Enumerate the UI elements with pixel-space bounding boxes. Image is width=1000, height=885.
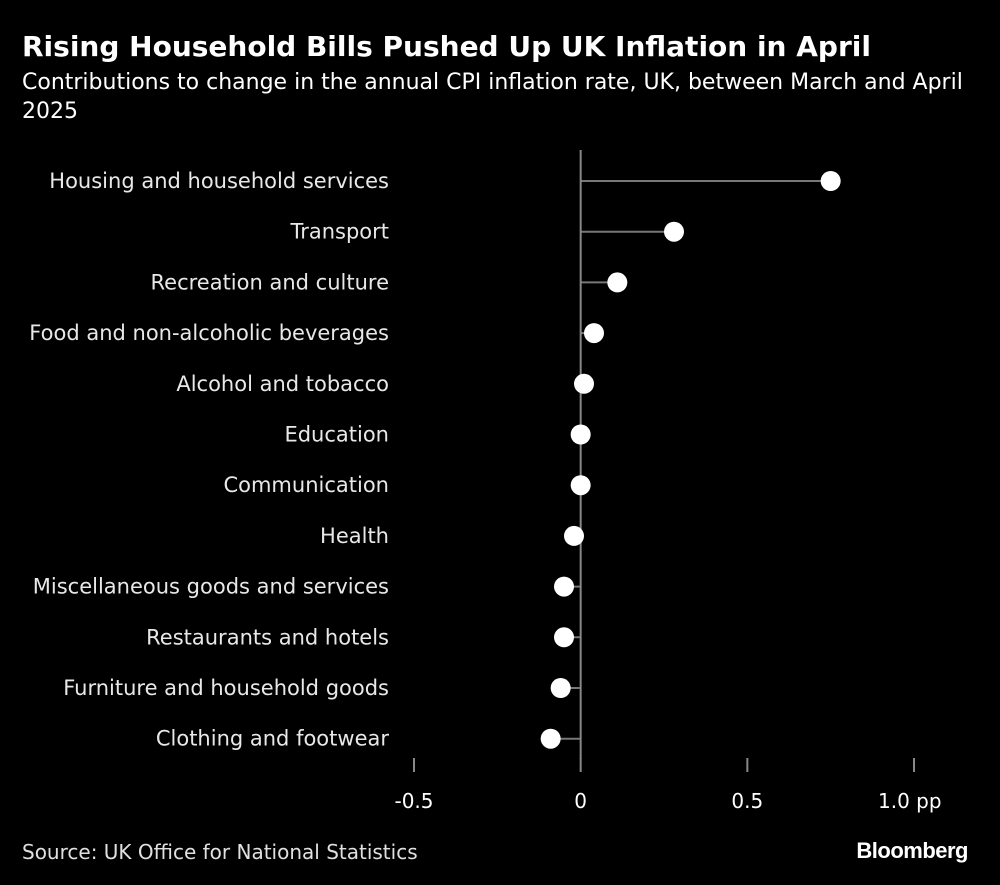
- data-point: [554, 627, 574, 648]
- data-point: [574, 373, 594, 394]
- x-tick-label: 0.5: [731, 789, 763, 813]
- category-label: Furniture and household goods: [63, 676, 389, 700]
- data-point: [550, 678, 571, 698]
- data-point: [584, 323, 604, 344]
- data-point: [570, 424, 591, 445]
- source-note: Source: UK Office for National Statistic…: [22, 840, 418, 864]
- category-label: Transport: [289, 220, 389, 244]
- category-label: Clothing and footwear: [156, 727, 390, 751]
- lollipop-chart: Housing and household services Transport R…: [29, 150, 942, 813]
- chart-title: Rising Household Bills Pushed Up UK Infl…: [22, 30, 871, 63]
- data-point: [820, 171, 841, 191]
- stems: [550, 180, 831, 740]
- data-point: [607, 272, 628, 293]
- x-axis: -0.5 0 0.5 1.0 pp: [394, 758, 942, 813]
- chart-subtitle: Contributions to change in the annual CP…: [22, 70, 963, 124]
- category-label: Restaurants and hotels: [146, 625, 389, 649]
- data-point: [570, 475, 591, 496]
- data-point: [664, 221, 684, 242]
- data-point: [540, 728, 561, 749]
- category-label: Health: [320, 524, 389, 548]
- bloomberg-logo: Bloomberg: [856, 838, 968, 863]
- category-label: Food and non-alcoholic beverages: [29, 321, 389, 345]
- category-labels: Housing and household services Transport R…: [29, 169, 389, 751]
- category-label: Alcohol and tobacco: [176, 372, 389, 396]
- x-tick-label: 0: [574, 789, 587, 813]
- data-point: [564, 525, 584, 546]
- x-tick-label: 1.0 pp: [878, 789, 942, 813]
- category-label: Communication: [223, 473, 389, 497]
- data-point: [554, 576, 574, 597]
- category-label: Education: [284, 423, 389, 447]
- x-tick-label: -0.5: [394, 789, 433, 813]
- category-label: Recreation and culture: [151, 270, 390, 294]
- category-label: Housing and household services: [49, 169, 389, 193]
- category-label: Miscellaneous goods and services: [33, 575, 389, 599]
- data-points: [540, 171, 841, 749]
